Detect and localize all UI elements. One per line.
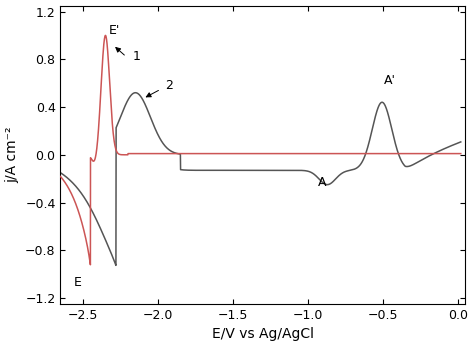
Text: 2: 2: [165, 79, 173, 92]
Text: A: A: [319, 176, 327, 189]
Text: 1: 1: [132, 50, 140, 64]
Text: E': E': [109, 24, 120, 37]
X-axis label: E/V vs Ag/AgCl: E/V vs Ag/AgCl: [212, 328, 314, 341]
Y-axis label: j/A cm⁻²: j/A cm⁻²: [6, 127, 19, 183]
Text: A': A': [384, 74, 396, 87]
Text: E: E: [74, 276, 82, 289]
